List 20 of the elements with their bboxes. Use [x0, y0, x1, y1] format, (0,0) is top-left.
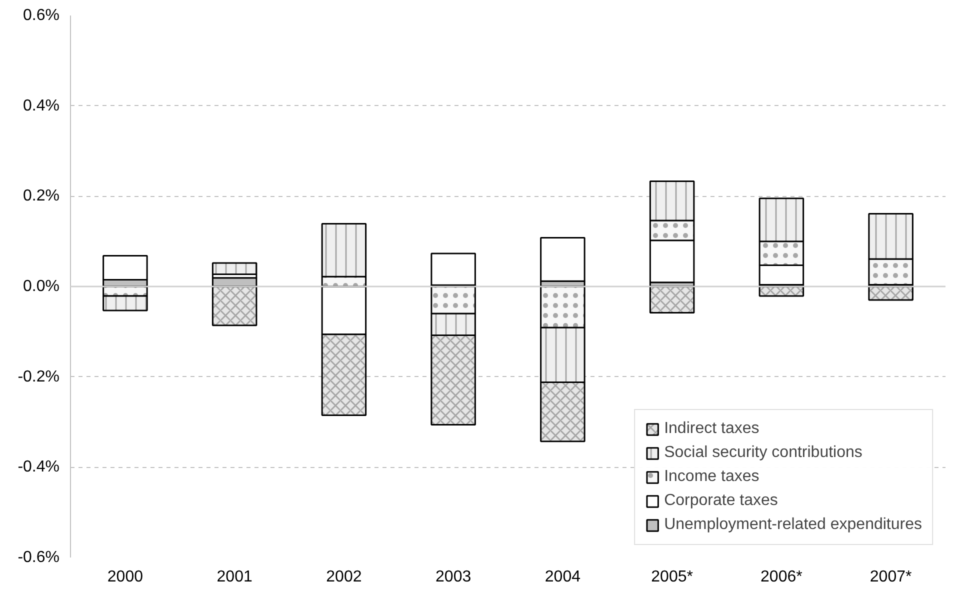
y-tick-label: 0.6% [23, 7, 60, 24]
x-tick-label: 2007* [870, 568, 912, 586]
legend-label: Corporate taxes [664, 492, 778, 510]
y-tick-label: -0.4% [18, 458, 60, 476]
legend-label: Indirect taxes [664, 420, 760, 438]
y-tick-label: 0.2% [23, 188, 60, 205]
y-tick-label: 0.0% [23, 278, 60, 295]
y-tick-label: 0.4% [23, 97, 60, 114]
x-tick-label: 2004 [544, 568, 581, 586]
legend-label: Income taxes [664, 468, 760, 486]
x-tick-label: 2006* [760, 568, 802, 586]
y-tick-label: -0.6% [18, 549, 60, 566]
legend-label: Unemployment-related expenditures [664, 516, 922, 534]
legend-label: Social security contributions [664, 444, 862, 462]
x-tick-label: 2002 [326, 568, 362, 586]
x-tick-label: 2005* [651, 568, 693, 586]
x-tick-label: 2000 [107, 568, 144, 586]
y-tick-label: -0.2% [18, 368, 60, 386]
x-tick-label: 2003 [436, 568, 472, 586]
x-tick-label: 2001 [216, 568, 252, 586]
